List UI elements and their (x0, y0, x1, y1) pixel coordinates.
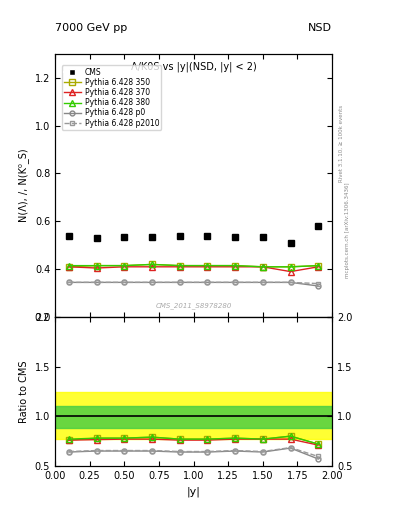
Bar (55, 407, 332, 428)
Text: 7000 GeV pp: 7000 GeV pp (55, 23, 127, 33)
Legend: CMS, Pythia 6.428 350, Pythia 6.428 370, Pythia 6.428 380, Pythia 6.428 p0, Pyth: CMS, Pythia 6.428 350, Pythia 6.428 370,… (62, 66, 162, 130)
Bar (55, 392, 332, 439)
Text: Λ/K0S vs |y|(NSD, |y| < 2): Λ/K0S vs |y|(NSD, |y| < 2) (131, 61, 256, 72)
Text: NSD: NSD (308, 23, 332, 33)
Y-axis label: N(Λ), /, N(K⁰_S): N(Λ), /, N(K⁰_S) (18, 148, 29, 222)
Text: Rivet 3.1.10, ≥ 100k events: Rivet 3.1.10, ≥ 100k events (339, 105, 344, 182)
Text: mcplots.cern.ch [arXiv:1306.3436]: mcplots.cern.ch [arXiv:1306.3436] (345, 183, 350, 278)
Text: CMS_2011_S8978280: CMS_2011_S8978280 (155, 303, 232, 309)
Y-axis label: Ratio to CMS: Ratio to CMS (19, 360, 29, 423)
X-axis label: |y|: |y| (187, 486, 200, 497)
